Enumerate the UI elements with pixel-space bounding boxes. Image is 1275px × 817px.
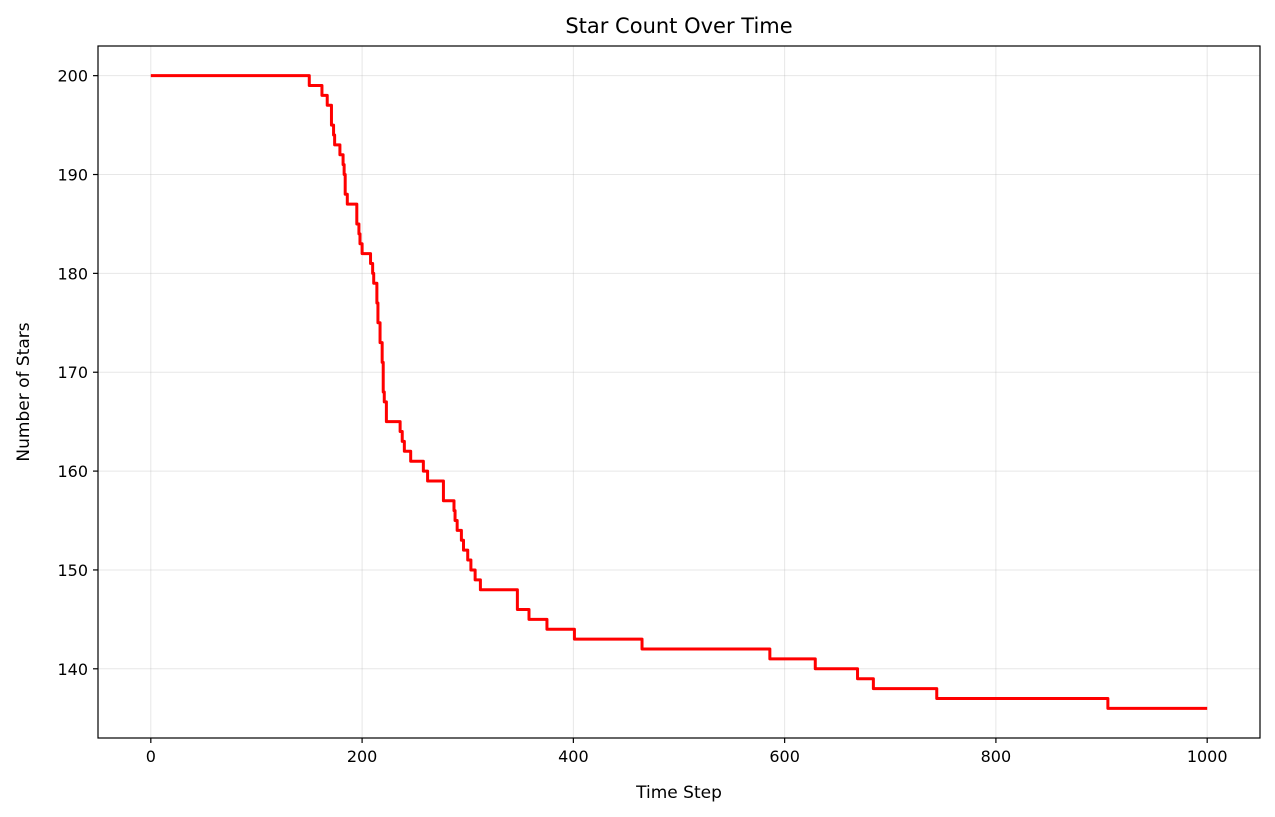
y-tick-label: 200	[57, 67, 88, 86]
y-tick-label: 170	[57, 363, 88, 382]
y-tick-label: 180	[57, 264, 88, 283]
y-tick-label: 150	[57, 561, 88, 580]
grid	[98, 46, 1260, 738]
x-axis: 0 200 400 600 800 1000	[146, 738, 1228, 766]
y-axis-title: Number of Stars	[14, 322, 34, 461]
x-tick-label: 600	[769, 747, 800, 766]
plot-frame	[97, 45, 1261, 739]
x-tick-label: 1000	[1187, 747, 1228, 766]
y-tick-label: 160	[57, 462, 88, 481]
x-tick-label: 800	[981, 747, 1012, 766]
series-line	[150, 74, 1208, 710]
y-tick-label: 140	[57, 660, 88, 679]
y-tick-label: 190	[57, 166, 88, 185]
x-tick-label: 400	[558, 747, 589, 766]
x-tick-label: 0	[146, 747, 156, 766]
x-tick-label: 200	[347, 747, 378, 766]
x-axis-title: Time Step	[635, 783, 722, 803]
series-layer	[150, 74, 1208, 710]
chart-title: Star Count Over Time	[565, 14, 792, 38]
y-axis: 140 150 160 170 180 190 200	[57, 67, 98, 679]
